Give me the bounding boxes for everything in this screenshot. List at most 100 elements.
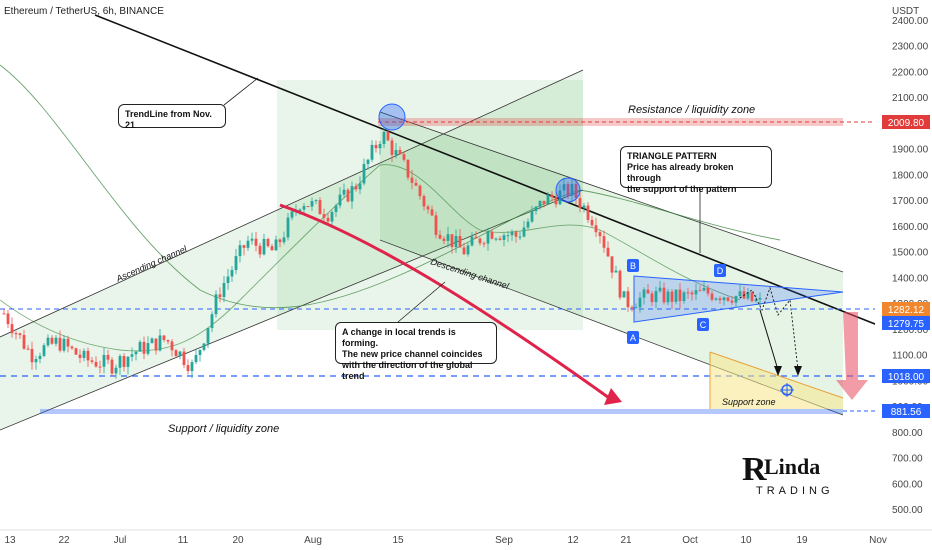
projected-path-1-head [794,366,802,376]
candle-body [710,293,714,300]
global-trendline [94,14,881,327]
svg-text:1282.12: 1282.12 [888,305,925,316]
candle-body [330,212,334,222]
candle-body [558,190,562,205]
candle-body [450,234,454,248]
candle-body [554,197,558,205]
time-tick-label: 15 [392,535,404,546]
candle-body [526,221,530,228]
descending-channel-upper [379,111,844,273]
time-tick-label: Oct [682,535,698,546]
candle-body [62,338,66,351]
candle-body [422,196,426,207]
triangle-callout: TRIANGLE PATTERN Price has already broke… [620,146,772,194]
candle-body [334,205,338,213]
candle-body [658,287,662,292]
candle-body [406,159,410,178]
candle-body [594,225,598,233]
candle-body [490,231,494,239]
candle-body [50,337,54,344]
time-tick-label: 12 [567,535,579,546]
candle-body [758,297,762,300]
candle-body [214,294,218,315]
candle-body [546,194,550,205]
candle-body [30,348,34,363]
resistance-zone-label: Resistance / liquidity zone [628,104,755,116]
plot-area[interactable] [0,0,875,530]
candle-body [310,201,314,207]
price-tick-label: 1200.00 [892,325,929,336]
candle-body [338,194,342,206]
candle-body [590,219,594,226]
candle-body [518,236,522,238]
price-tick-label: 2300.00 [892,42,929,53]
trendline-callout-text: TrendLine from Nov. 21 [125,109,212,130]
price-tick-label: 1500.00 [892,248,929,259]
svg-text:R: R [742,451,767,488]
candle-body [694,290,698,295]
candle-body [66,338,70,347]
candle-body [98,366,102,368]
candle-body [262,238,266,255]
candle-body [362,164,366,184]
point-b-label: B [630,261,636,271]
candle-body [270,246,274,251]
support-zone-band [40,409,843,414]
candle-body [498,238,502,240]
candle-body [670,291,674,302]
price-tick-label: 2100.00 [892,93,929,104]
candle-body [162,335,166,341]
candle-body [222,283,226,298]
trend-change-line3: with the direction of the global trend [342,360,473,381]
candle-body [218,294,222,298]
price-axis[interactable] [875,0,932,550]
candle-body [322,214,326,218]
candle-body [446,234,450,241]
candle-body [414,182,418,186]
candle-body [190,362,194,372]
linda-trading-logo: R Linda TRADING [742,450,852,500]
candle-body [582,205,586,208]
candle-body [478,238,482,244]
candle-body [586,205,590,220]
candle-body [674,289,678,302]
trend-change-line1: A change in local trends is forming. [342,327,456,348]
candle-body [150,338,154,344]
triangle-pattern [633,275,844,323]
candle-body [14,333,18,335]
candle-body [598,232,602,237]
candle-body [114,367,118,374]
candle-body [702,288,706,291]
candle-body [502,235,506,240]
support-zone-label: Support zone [722,397,776,407]
candle-body [154,338,158,351]
price-tick-label: 800.00 [892,428,923,439]
projected-path-1 [739,286,799,371]
ascending-channel-fill [0,70,583,430]
candle-body [34,359,38,363]
candle-body [298,209,302,212]
price-tick-label: 600.00 [892,479,923,490]
candle-body [194,354,198,363]
candle-body [474,236,478,239]
candle-body [226,276,230,284]
projected-path-2 [759,309,779,371]
candle-body [82,350,86,358]
candle-body [58,337,62,351]
candle-body [578,198,582,208]
candle-body [110,359,114,374]
candle-body [458,236,462,248]
time-tick-label: 19 [796,535,808,546]
time-tick-label: 22 [58,535,70,546]
triangle-callout-title: TRIANGLE PATTERN [627,151,717,161]
candle-body [618,270,622,298]
candle-body [510,232,514,236]
candle-body [638,297,642,308]
support-zone-triangle [710,352,843,409]
candle-body [566,184,570,196]
candle-body [402,154,406,160]
candle-body [146,343,150,354]
candle-body [550,194,554,198]
